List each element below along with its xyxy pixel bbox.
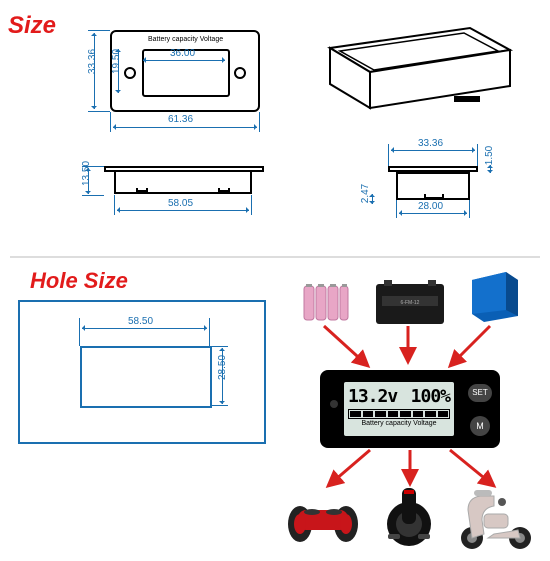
hole-size-heading: Hole Size [30,268,128,293]
m-button[interactable]: M [470,416,490,436]
display-bar [348,409,450,419]
dim-front-height-label: 33.36 [87,49,98,74]
dim-hole-width [82,328,207,329]
set-button[interactable]: SET [468,384,492,402]
dim-side-width-label: 58.05 [168,198,193,209]
dim-end-step [372,194,373,204]
display-percent: 100% [411,386,450,407]
scooter-icon [454,480,540,557]
size-heading: Size [8,12,56,39]
dim-front-width [113,127,257,128]
dim-front-width-label: 61.36 [168,114,193,125]
dim-end-base [399,213,467,214]
dim-end-width-label: 33.36 [418,138,443,149]
display-device: 13.2v 100% Battery capacity Voltage SET … [320,370,500,448]
dim-side-width [117,210,249,211]
svg-text:6-FM-12: 6-FM-12 [401,300,420,306]
dim-end-width [391,150,475,151]
device-label: Battery capacity Voltage [148,36,223,43]
front-view: Battery capacity Voltage [110,30,260,112]
dim-hole-width-label: 58.50 [128,316,153,327]
dim-end-flange [490,165,491,173]
hoverboard-icon [286,490,360,551]
dim-screen-width-label: 36.00 [170,48,195,59]
cutout-hole [80,346,212,408]
dim-hole-height-label: 28.50 [217,355,228,380]
iso-view [320,20,520,135]
unicycle-icon [382,484,436,555]
dim-end-base-label: 28.00 [418,201,443,212]
display-caption: Battery capacity Voltage [348,420,450,427]
dim-side-height-label: 13.50 [81,161,92,186]
dim-screen-width [143,60,225,61]
display-voltage: 13.2v [348,386,397,407]
side-view [104,160,264,200]
dim-end-step-label: 2.47 [360,184,371,203]
dim-screen-height-label: 19.50 [111,49,122,74]
dim-end-flange-label: 1.50 [484,146,495,165]
